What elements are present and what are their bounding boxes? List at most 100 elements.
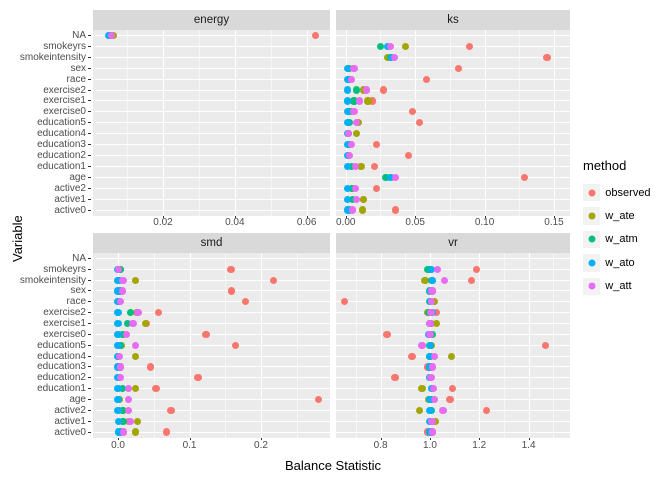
data-point-ks-active2-w_att	[351, 184, 360, 192]
gridline-major	[163, 30, 165, 216]
x-tick-label: 0.8	[373, 440, 388, 451]
gridline-row	[336, 111, 570, 113]
gridline-row	[93, 45, 330, 47]
data-point-ks-active0-w_ato	[343, 206, 351, 214]
y-tick-mark	[88, 78, 91, 80]
y-tick-mark	[88, 323, 91, 325]
y-tick-mark	[88, 100, 91, 102]
data-point-smd-smokeyrs-observed	[227, 265, 235, 273]
facet-strip-label: smd	[200, 237, 223, 249]
data-point-smd-exercise2-w_atm	[126, 309, 134, 317]
x-tick-mark	[484, 215, 486, 219]
y-tick-label-active0: active0	[54, 426, 86, 438]
y-tick-mark	[88, 409, 91, 411]
y-tick-label-exercise2: exercise2	[43, 307, 86, 319]
data-point-smd-exercise1-w_ate	[141, 319, 149, 328]
data-point-smd-education1-w_att	[125, 385, 133, 393]
data-point-ks-education2-w_att	[346, 151, 354, 160]
data-point-vr-age-observed	[446, 395, 454, 404]
data-point-ks-smokeyrs-w_atm	[376, 42, 385, 50]
y-tick-label-active2: active2	[54, 182, 86, 194]
data-point-vr-age-w_ato	[426, 395, 434, 404]
data-point-smd-active2-observed	[167, 406, 175, 414]
gridline-row	[336, 56, 570, 58]
legend-item-w_att: w_att	[583, 275, 671, 298]
y-tick-label-active1: active1	[54, 193, 86, 205]
data-point-smd-exercise0-w_ato	[114, 330, 122, 338]
data-point-smd-education1-w_atm	[118, 385, 126, 393]
y-tick-mark	[88, 355, 91, 357]
data-point-vr-education5-observed	[542, 341, 550, 349]
data-point-smd-smokeyrs-w_att	[115, 265, 123, 273]
data-point-ks-smokeintensity-observed	[543, 53, 551, 61]
y-tick-label-race: race	[66, 73, 86, 85]
data-point-ks-education3-w_ato	[343, 140, 351, 149]
y-tick-label-active2: active2	[54, 404, 86, 416]
gridline-row	[336, 301, 570, 303]
gridline-minor	[503, 253, 505, 438]
data-point-vr-active2-w_ato	[426, 406, 434, 414]
y-tick-label-education1: education1	[37, 160, 86, 172]
data-point-smd-smokeintensity-w_att	[119, 276, 127, 284]
data-point-ks-education5-observed	[415, 119, 423, 127]
gridline-major	[380, 253, 382, 438]
y-tick-mark	[88, 89, 91, 91]
x-tick-label: 0.15	[544, 217, 564, 228]
data-point-ks-education5-w_att	[353, 119, 361, 127]
gridline-row	[93, 409, 330, 411]
gridline-row	[93, 111, 330, 113]
gridline-row	[336, 198, 570, 200]
gridline-row	[336, 290, 570, 292]
data-point-ks-education4-w_ate	[353, 130, 361, 138]
data-point-ks-education1-w_ato	[343, 162, 351, 170]
x-axis-title: Balance Statistic	[284, 458, 382, 473]
data-point-ks-exercise1-w_atm	[350, 97, 358, 105]
gridline-row	[336, 187, 570, 189]
gridline-row	[93, 388, 330, 390]
gridline-row	[336, 133, 570, 135]
gridline-minor	[198, 30, 200, 216]
data-point-smd-exercise2-observed	[155, 309, 163, 317]
legend-dot-w_att	[588, 282, 596, 290]
data-point-ks-age-w_att	[392, 173, 400, 181]
data-point-smd-exercise1-w_att	[129, 319, 137, 328]
y-tick-mark	[88, 301, 91, 303]
gridline-row	[336, 45, 570, 47]
gridline-row	[336, 89, 570, 91]
gridline-row	[336, 377, 570, 379]
gridline-row	[93, 355, 330, 357]
data-point-smd-race-observed	[241, 298, 249, 306]
legend-key	[583, 184, 601, 202]
gridline-row	[93, 198, 330, 200]
data-point-ks-education3-w_att	[347, 140, 355, 149]
y-tick-mark	[88, 279, 91, 281]
y-tick-label-active0: active0	[54, 204, 86, 216]
legend-item-label: w_att	[605, 280, 632, 293]
gridline-row	[336, 154, 570, 156]
gridline-row	[336, 333, 570, 335]
data-point-ks-exercise2-w_att	[362, 86, 371, 94]
y-tick-label-age: age	[69, 394, 86, 405]
data-point-smd-active2-w_ato	[114, 406, 122, 414]
x-tick-label: 0.05	[405, 217, 425, 228]
gridline-minor	[127, 30, 129, 216]
y-tick-label-NA: NA	[72, 252, 86, 264]
y-tick-mark	[88, 133, 91, 135]
data-point-vr-age-w_att	[430, 395, 438, 404]
y-tick-label-NA: NA	[72, 29, 86, 41]
facet-strip-ks: ks	[336, 10, 570, 30]
gridline-minor	[553, 253, 555, 438]
facet-strip-energy: energy	[93, 10, 330, 30]
data-point-smd-education4-w_ate	[132, 352, 140, 360]
data-point-smd-exercise2-w_att	[134, 309, 142, 317]
gridline-row	[93, 312, 330, 314]
gridline-row	[93, 100, 330, 102]
data-point-ks-active1-w_ato	[343, 195, 351, 203]
data-point-ks-exercise0-w_att	[350, 108, 358, 116]
gridline-row	[93, 420, 330, 422]
y-tick-label-exercise2: exercise2	[43, 84, 86, 96]
data-point-ks-smokeyrs-observed	[465, 42, 473, 50]
data-point-vr-smokeyrs-w_ato	[427, 265, 435, 273]
data-point-smd-exercise0-observed	[202, 330, 210, 338]
